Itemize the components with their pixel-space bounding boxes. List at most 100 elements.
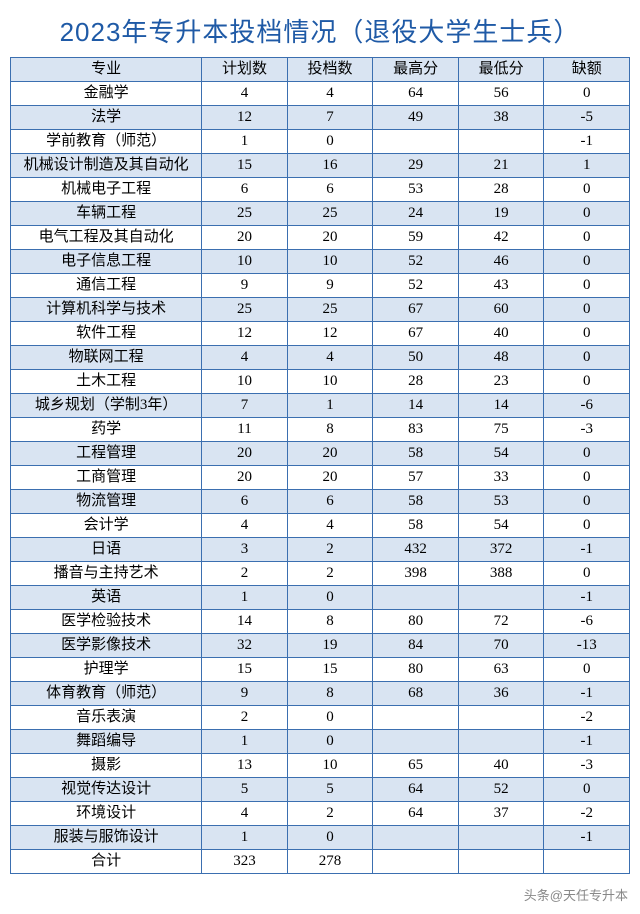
- cell-major: 医学检验技术: [11, 610, 202, 634]
- cell-major: 物流管理: [11, 490, 202, 514]
- table-row: 法学1274938-5: [11, 106, 630, 130]
- table-row: 土木工程101028230: [11, 370, 630, 394]
- cell-high: 83: [373, 418, 459, 442]
- cell-cast: 2: [287, 538, 373, 562]
- cell-low: 38: [458, 106, 544, 130]
- cell-gap: 0: [544, 466, 630, 490]
- cell-gap: 0: [544, 298, 630, 322]
- cell-cast: 5: [287, 778, 373, 802]
- cell-major: 日语: [11, 538, 202, 562]
- cell-major: 法学: [11, 106, 202, 130]
- cell-plan: 9: [202, 274, 288, 298]
- cell-low: 372: [458, 538, 544, 562]
- table-row: 服装与服饰设计10-1: [11, 826, 630, 850]
- cell-major: 医学影像技术: [11, 634, 202, 658]
- cell-gap: [544, 850, 630, 874]
- cell-gap: 0: [544, 370, 630, 394]
- cell-high: 14: [373, 394, 459, 418]
- table-row: 音乐表演20-2: [11, 706, 630, 730]
- cell-gap: 0: [544, 202, 630, 226]
- cell-plan: 4: [202, 802, 288, 826]
- table-row: 物联网工程4450480: [11, 346, 630, 370]
- cell-high: [373, 130, 459, 154]
- table-header-row: 专业 计划数 投档数 最高分 最低分 缺额: [11, 58, 630, 82]
- cell-major: 播音与主持艺术: [11, 562, 202, 586]
- cell-cast: 20: [287, 442, 373, 466]
- cell-plan: 4: [202, 514, 288, 538]
- cell-high: 28: [373, 370, 459, 394]
- cell-gap: 0: [544, 442, 630, 466]
- cell-plan: 15: [202, 154, 288, 178]
- cell-high: [373, 850, 459, 874]
- cell-low: 19: [458, 202, 544, 226]
- admission-table: 专业 计划数 投档数 最高分 最低分 缺额 金融学4464560法学127493…: [10, 57, 630, 874]
- table-row: 护理学151580630: [11, 658, 630, 682]
- cell-plan: 25: [202, 202, 288, 226]
- cell-high: 59: [373, 226, 459, 250]
- cell-plan: 1: [202, 730, 288, 754]
- table-row: 日语32432372-1: [11, 538, 630, 562]
- cell-major: 会计学: [11, 514, 202, 538]
- cell-low: 70: [458, 634, 544, 658]
- cell-gap: 0: [544, 178, 630, 202]
- cell-cast: 0: [287, 826, 373, 850]
- cell-plan: 20: [202, 442, 288, 466]
- cell-gap: 0: [544, 274, 630, 298]
- cell-cast: 9: [287, 274, 373, 298]
- cell-high: 58: [373, 514, 459, 538]
- cell-plan: 4: [202, 82, 288, 106]
- cell-cast: 4: [287, 514, 373, 538]
- table-row: 通信工程9952430: [11, 274, 630, 298]
- cell-gap: -6: [544, 394, 630, 418]
- cell-plan: 2: [202, 562, 288, 586]
- cell-plan: 25: [202, 298, 288, 322]
- table-row: 工商管理202057330: [11, 466, 630, 490]
- col-low: 最低分: [458, 58, 544, 82]
- cell-gap: 1: [544, 154, 630, 178]
- cell-low: 42: [458, 226, 544, 250]
- cell-low: 54: [458, 514, 544, 538]
- table-row: 视觉传达设计5564520: [11, 778, 630, 802]
- cell-gap: -1: [544, 586, 630, 610]
- cell-high: 68: [373, 682, 459, 706]
- cell-high: 84: [373, 634, 459, 658]
- table-row: 医学影像技术32198470-13: [11, 634, 630, 658]
- cell-major: 视觉传达设计: [11, 778, 202, 802]
- cell-plan: 9: [202, 682, 288, 706]
- cell-cast: 0: [287, 706, 373, 730]
- cell-cast: 4: [287, 82, 373, 106]
- cell-high: 53: [373, 178, 459, 202]
- cell-major: 电子信息工程: [11, 250, 202, 274]
- cell-major: 英语: [11, 586, 202, 610]
- cell-gap: -2: [544, 802, 630, 826]
- table-row: 城乡规划（学制3年）711414-6: [11, 394, 630, 418]
- cell-cast: 0: [287, 730, 373, 754]
- cell-low: 23: [458, 370, 544, 394]
- table-row: 医学检验技术1488072-6: [11, 610, 630, 634]
- col-high: 最高分: [373, 58, 459, 82]
- cell-plan: 12: [202, 322, 288, 346]
- cell-gap: 0: [544, 562, 630, 586]
- cell-cast: 8: [287, 418, 373, 442]
- table-row: 会计学4458540: [11, 514, 630, 538]
- table-row: 播音与主持艺术223983880: [11, 562, 630, 586]
- cell-low: 14: [458, 394, 544, 418]
- cell-high: 432: [373, 538, 459, 562]
- cell-low: 33: [458, 466, 544, 490]
- cell-low: [458, 586, 544, 610]
- cell-major: 物联网工程: [11, 346, 202, 370]
- col-cast: 投档数: [287, 58, 373, 82]
- cell-cast: 6: [287, 178, 373, 202]
- cell-high: [373, 826, 459, 850]
- cell-low: 54: [458, 442, 544, 466]
- cell-high: [373, 706, 459, 730]
- cell-low: 63: [458, 658, 544, 682]
- cell-major: 电气工程及其自动化: [11, 226, 202, 250]
- cell-plan: 20: [202, 466, 288, 490]
- table-row: 英语10-1: [11, 586, 630, 610]
- cell-gap: -3: [544, 418, 630, 442]
- cell-cast: 1: [287, 394, 373, 418]
- cell-plan: 3: [202, 538, 288, 562]
- cell-low: 388: [458, 562, 544, 586]
- cell-gap: 0: [544, 322, 630, 346]
